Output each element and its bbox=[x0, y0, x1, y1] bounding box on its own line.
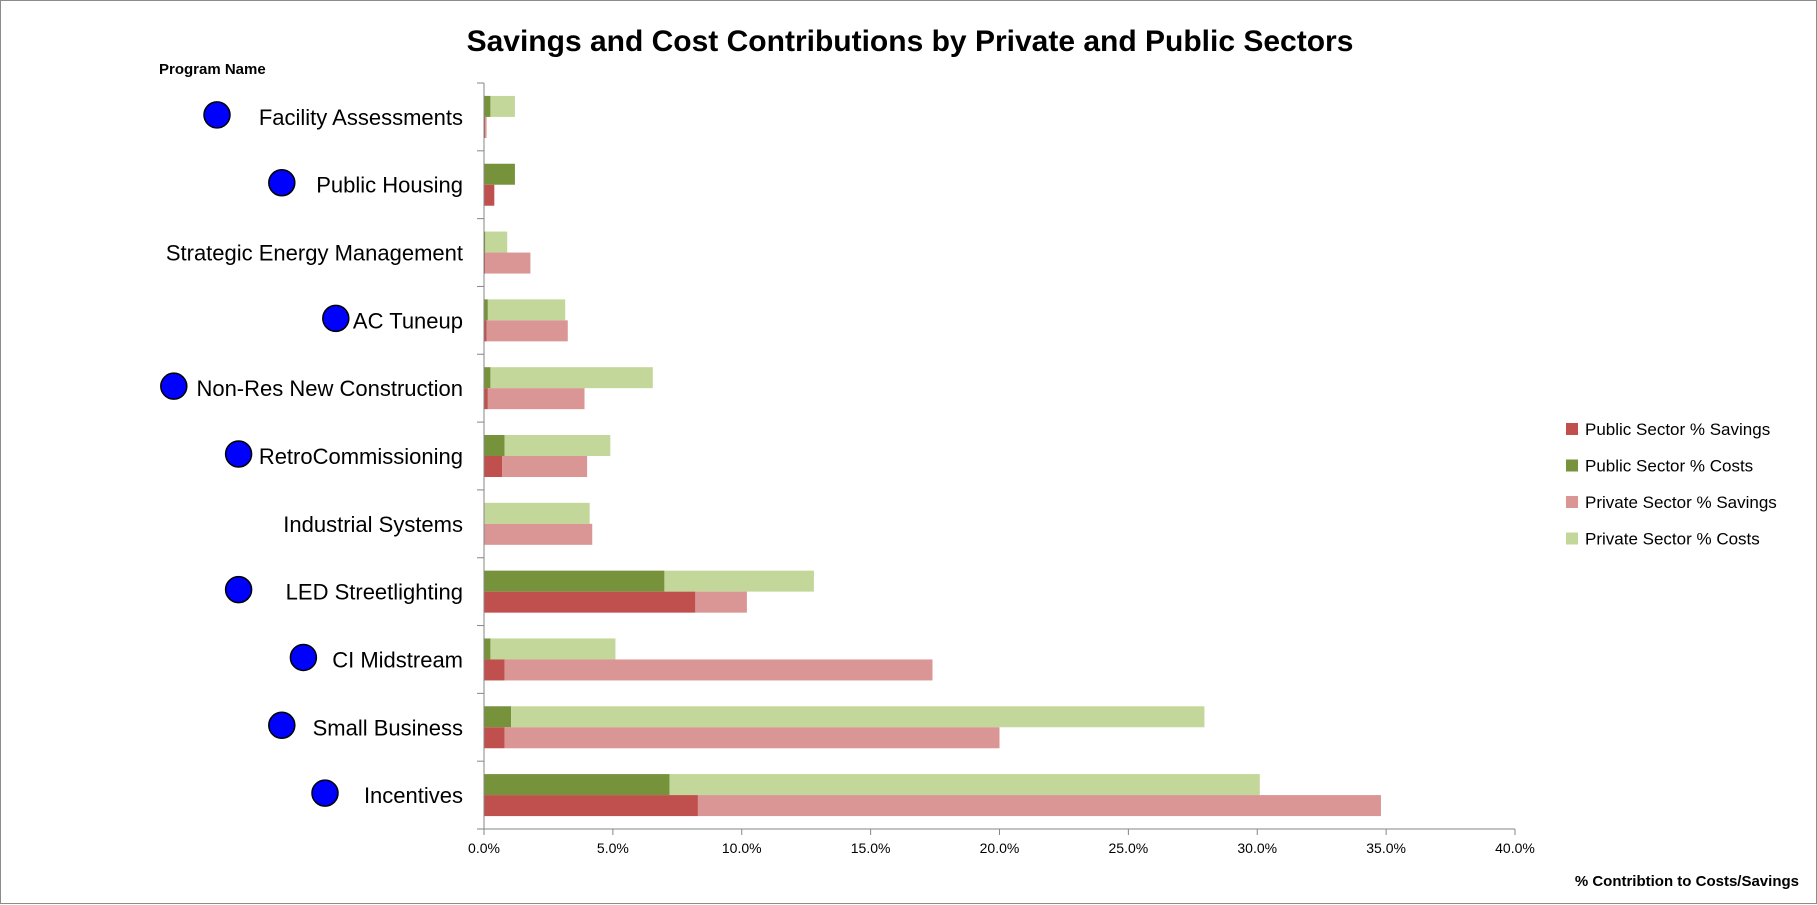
bar-industrial-systems-private-sector-savings bbox=[484, 523, 593, 545]
category-label: Public Housing bbox=[316, 173, 463, 198]
category-label: Strategic Energy Management bbox=[166, 241, 463, 266]
bar-led-streetlighting-public-sector-costs bbox=[484, 570, 665, 592]
marker-dot bbox=[311, 779, 339, 807]
bar-retrocommissioning-private-sector-savings bbox=[502, 456, 588, 477]
marker-dot bbox=[268, 168, 296, 197]
bar-ac-tuneup-public-sector-savings bbox=[484, 320, 487, 342]
bar-ci-midstream-public-sector-savings bbox=[484, 659, 505, 681]
legend-label: Public Sector % Costs bbox=[1585, 457, 1753, 476]
x-tick-label: 15.0% bbox=[851, 840, 891, 856]
marker-dot bbox=[203, 101, 231, 129]
bar-ac-tuneup-private-sector-savings bbox=[486, 320, 568, 342]
legend-swatch bbox=[1566, 459, 1578, 472]
bar-facility-assessments-private-sector-costs bbox=[490, 95, 515, 117]
bar-incentives-private-sector-savings bbox=[697, 795, 1381, 817]
bar-strategic-energy-management-public-sector-costs bbox=[484, 231, 486, 253]
x-tick-label: 0.0% bbox=[468, 840, 500, 856]
bar-led-streetlighting-public-sector-savings bbox=[484, 591, 696, 613]
x-tick-label: 25.0% bbox=[1109, 840, 1149, 856]
x-tick-label: 20.0% bbox=[980, 840, 1020, 856]
bar-small-business-private-sector-costs bbox=[511, 706, 1205, 728]
x-tick-label: 10.0% bbox=[722, 840, 762, 856]
bar-incentives-public-sector-costs bbox=[484, 774, 670, 796]
bar-retrocommissioning-public-sector-savings bbox=[484, 456, 503, 477]
bar-public-housing-public-sector-savings bbox=[484, 184, 495, 206]
category-label: AC Tuneup bbox=[353, 308, 463, 333]
marker-dot bbox=[160, 372, 188, 400]
bar-small-business-public-sector-costs bbox=[484, 706, 512, 728]
category-label: LED Streetlighting bbox=[286, 580, 463, 605]
marker-dot bbox=[224, 440, 253, 468]
bar-ci-midstream-public-sector-costs bbox=[484, 638, 491, 660]
bar-strategic-energy-management-private-sector-costs bbox=[485, 231, 508, 253]
marker-dot bbox=[322, 304, 350, 333]
bar-non-res-new-construction-private-sector-savings bbox=[487, 388, 585, 410]
x-tick-label: 30.0% bbox=[1237, 840, 1277, 856]
bar-public-housing-public-sector-costs bbox=[484, 163, 515, 185]
bar-retrocommissioning-private-sector-costs bbox=[504, 435, 611, 456]
legend-swatch bbox=[1566, 496, 1578, 508]
bar-incentives-private-sector-costs bbox=[669, 774, 1260, 796]
x-axis-title: % Contribtion to Costs/Savings bbox=[1575, 873, 1799, 890]
bar-non-res-new-construction-private-sector-costs bbox=[490, 367, 653, 389]
marker-dot bbox=[268, 711, 296, 740]
bar-non-res-new-construction-public-sector-savings bbox=[484, 388, 488, 410]
category-labels: Facility Assessments Public Housing Strate… bbox=[166, 105, 463, 808]
bar-ac-tuneup-private-sector-costs bbox=[487, 299, 566, 321]
bar-facility-assessments-public-sector-savings bbox=[484, 116, 486, 138]
category-label: Non-Res New Construction bbox=[196, 376, 463, 401]
legend-swatch bbox=[1566, 423, 1578, 435]
bar-ac-tuneup-public-sector-costs bbox=[484, 299, 488, 321]
bar-facility-assessments-private-sector-savings bbox=[485, 116, 487, 138]
bar-facility-assessments-public-sector-costs bbox=[484, 95, 491, 117]
legend-label: Private Sector % Costs bbox=[1585, 530, 1760, 549]
x-tick-labels: 0.0% 5.0% 10.0% 15.0% 20.0% 25.0% 30.0% 35.0% 40… bbox=[468, 840, 1535, 856]
bar-small-business-private-sector-savings bbox=[504, 727, 1000, 749]
bars-layer bbox=[484, 95, 1381, 817]
legend-swatch bbox=[1566, 532, 1578, 545]
bar-incentives-public-sector-savings bbox=[484, 795, 698, 817]
bar-retrocommissioning-public-sector-costs bbox=[484, 435, 505, 456]
category-label: Industrial Systems bbox=[283, 512, 463, 537]
legend: Public Sector % Savings Public Sector % C… bbox=[1566, 420, 1777, 549]
legend-label: Private Sector % Savings bbox=[1585, 493, 1777, 512]
bar-led-streetlighting-private-sector-costs bbox=[664, 570, 814, 592]
marker-dot bbox=[289, 643, 318, 672]
bar-small-business-public-sector-savings bbox=[484, 727, 505, 749]
category-label: Incentives bbox=[364, 783, 463, 808]
category-markers bbox=[160, 101, 350, 807]
bar-non-res-new-construction-public-sector-costs bbox=[484, 367, 491, 389]
x-tick-label: 40.0% bbox=[1495, 840, 1535, 856]
x-tick-label: 35.0% bbox=[1366, 840, 1406, 856]
category-label: RetroCommissioning bbox=[259, 444, 463, 469]
x-tick-label: 5.0% bbox=[597, 840, 629, 856]
y-axis-title: Program Name bbox=[159, 61, 266, 78]
category-label: Small Business bbox=[313, 715, 463, 740]
bar-ci-midstream-private-sector-savings bbox=[504, 659, 933, 681]
bar-strategic-energy-management-public-sector-savings bbox=[484, 252, 486, 274]
bar-industrial-systems-private-sector-costs bbox=[484, 502, 590, 524]
category-label: CI Midstream bbox=[332, 647, 463, 672]
bar-led-streetlighting-private-sector-savings bbox=[695, 591, 747, 613]
bar-ci-midstream-private-sector-costs bbox=[490, 638, 616, 660]
axis-layer bbox=[477, 82, 1516, 835]
legend-label: Public Sector % Savings bbox=[1585, 420, 1770, 439]
category-label: Facility Assessments bbox=[259, 105, 463, 130]
marker-dot bbox=[224, 575, 253, 604]
bar-strategic-energy-management-private-sector-savings bbox=[485, 252, 531, 274]
chart-title: Savings and Cost Contributions by Privat… bbox=[467, 25, 1354, 58]
